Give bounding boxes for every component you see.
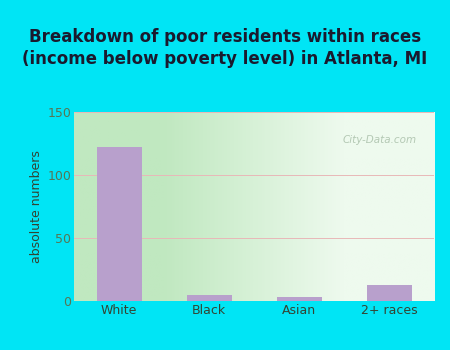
- Bar: [277, 297, 322, 301]
- Text: Breakdown of poor residents within races
(income below poverty level) in Atlanta: Breakdown of poor residents within races…: [22, 28, 427, 68]
- Bar: [367, 285, 412, 301]
- Bar: [97, 147, 142, 301]
- Text: City-Data.com: City-Data.com: [342, 135, 416, 145]
- Y-axis label: absolute numbers: absolute numbers: [31, 150, 44, 263]
- Bar: [187, 295, 232, 301]
